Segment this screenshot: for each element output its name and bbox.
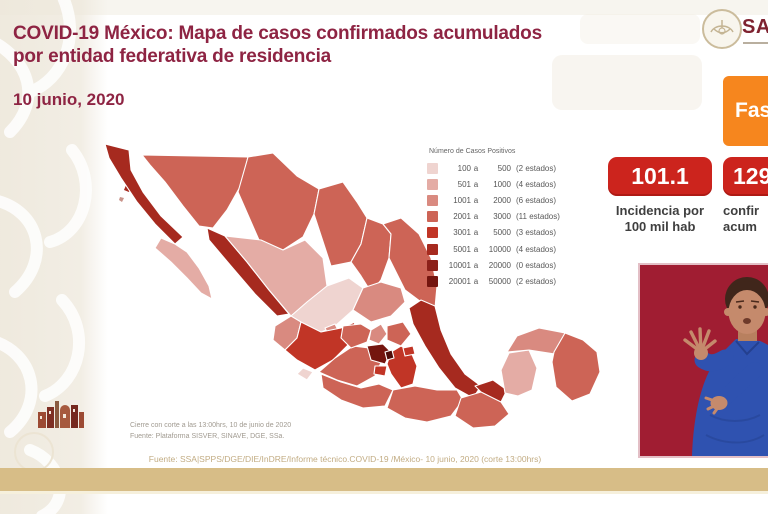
legend-row: 501 a 1000 (4 estados) bbox=[427, 176, 560, 192]
state-morelos bbox=[373, 365, 388, 377]
legend-swatch bbox=[427, 194, 438, 206]
state-michoac-n bbox=[318, 345, 384, 387]
decorative-blotch bbox=[580, 14, 700, 44]
state-quintana-roo bbox=[551, 332, 601, 402]
legend-row: 3001 a 5000 (3 estados) bbox=[427, 225, 560, 241]
state-chihuahua bbox=[237, 152, 320, 251]
title-line-2: por entidad federativa de residencia bbox=[13, 46, 332, 67]
legend-row: 1001 a 2000 (6 estados) bbox=[427, 192, 560, 208]
buildings-emblem-icon bbox=[38, 401, 84, 428]
state-baja-california bbox=[104, 143, 184, 245]
map-legend: Número de Casos Positivos 100 a 500 (2 esta… bbox=[427, 148, 560, 290]
footer-tan-bar bbox=[0, 468, 768, 491]
legend-title: Número de Casos Positivos bbox=[429, 148, 516, 155]
legend-swatch bbox=[427, 275, 438, 287]
state-ciudad-de-m-xico bbox=[384, 349, 395, 361]
legend-swatch bbox=[427, 178, 438, 190]
state-guerrero bbox=[320, 373, 394, 409]
state-san-luis-potos- bbox=[352, 281, 406, 323]
confirmed-value: 129, bbox=[733, 163, 768, 189]
state-quer-taro bbox=[368, 323, 388, 345]
legend-row: 10001 a 20000 (0 estados) bbox=[427, 257, 560, 273]
logo-subline bbox=[743, 42, 768, 44]
map-footnote: Cierre con corte a las 13:00hrs, 10 de j… bbox=[130, 422, 292, 440]
slide-date: 10 junio, 2020 bbox=[13, 90, 125, 109]
decorative-top-strip bbox=[0, 0, 768, 15]
state-baja-california-sur bbox=[154, 237, 213, 300]
decorative-circle bbox=[14, 432, 54, 472]
legend-row: 20001 a 50000 (2 estados) bbox=[427, 273, 560, 289]
legend-swatch bbox=[427, 259, 438, 271]
title-line-1: COVID-19 México: Mapa de casos confirmad… bbox=[13, 23, 542, 44]
island bbox=[119, 197, 124, 202]
decorative-left-pattern bbox=[0, 0, 108, 514]
state-oaxaca bbox=[386, 385, 464, 423]
fase-label: Fas bbox=[735, 99, 768, 122]
state-colima bbox=[296, 367, 314, 381]
page-title: COVID-19 México: Mapa de casos confirmad… bbox=[13, 22, 588, 68]
government-seal-icon bbox=[702, 9, 742, 49]
incidence-stat-box: 101.1 bbox=[608, 157, 712, 196]
state-hidalgo bbox=[386, 321, 412, 347]
mexico-choropleth-map bbox=[104, 143, 601, 429]
sign-language-interpreter-video bbox=[638, 263, 768, 458]
incidence-label: Incidencia por 100 mil hab bbox=[615, 203, 705, 234]
confirmed-stat-box: 129, bbox=[723, 157, 768, 196]
incidence-value: 101.1 bbox=[631, 163, 689, 189]
footer-source: Fuente: SSA|SPPS/DGE/DIE/InDRE/Informe t… bbox=[148, 454, 542, 464]
legend-row: 5001 a 10000 (4 estados) bbox=[427, 241, 560, 257]
legend-row: 2001 a 3000 (11 estados) bbox=[427, 209, 560, 225]
legend-rows: 100 a 500 (2 estados) 501 a 1000 (4 estados) 100… bbox=[427, 160, 560, 290]
state-chiapas bbox=[454, 391, 510, 429]
decorative-blotch bbox=[552, 55, 702, 110]
fase-badge: Fas bbox=[723, 76, 768, 146]
legend-swatch bbox=[427, 211, 438, 223]
legend-row: 100 a 500 (2 estados) bbox=[427, 160, 560, 176]
footer-tan-line bbox=[0, 491, 768, 494]
legend-swatch bbox=[427, 243, 438, 255]
state-guanajuato bbox=[340, 323, 372, 349]
state-tlaxcala bbox=[402, 345, 416, 357]
interpreter-figure bbox=[640, 265, 768, 456]
state-veracruz bbox=[408, 299, 482, 399]
logo-wordmark: SA bbox=[742, 16, 768, 38]
state-campeche bbox=[500, 349, 538, 397]
legend-swatch bbox=[427, 227, 438, 239]
confirmed-label: confir acum bbox=[723, 203, 760, 234]
legend-swatch bbox=[427, 162, 438, 174]
